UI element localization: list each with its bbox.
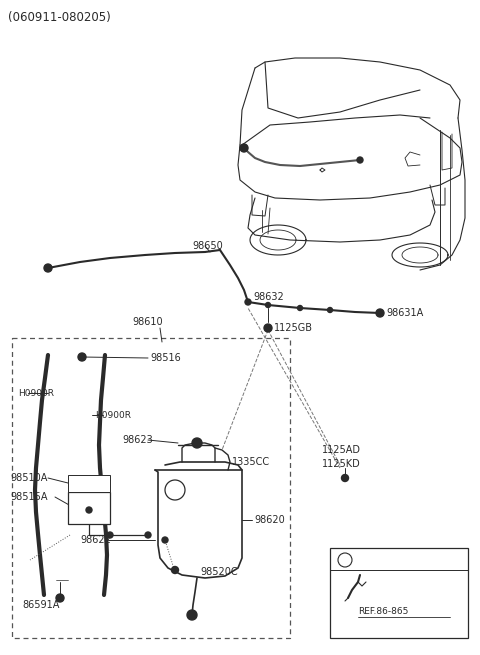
Text: 1125GB: 1125GB [274, 323, 313, 333]
Text: 98631A: 98631A [386, 308, 423, 318]
Bar [68, 475, 110, 492]
Text: 98520C: 98520C [200, 567, 238, 577]
Circle shape [171, 567, 179, 574]
Circle shape [145, 532, 151, 538]
Text: 98610: 98610 [132, 317, 163, 327]
Circle shape [264, 324, 272, 332]
Text: 98620: 98620 [254, 515, 285, 525]
Text: H0900R: H0900R [95, 411, 131, 419]
Circle shape [245, 299, 251, 305]
Circle shape [240, 144, 248, 152]
Circle shape [327, 307, 333, 312]
Text: a: a [342, 555, 348, 565]
Bar [330, 548, 468, 638]
Circle shape [357, 157, 363, 163]
Text: 1335CC: 1335CC [232, 457, 270, 467]
Circle shape [165, 480, 185, 500]
Circle shape [187, 610, 197, 620]
Text: 1125KD: 1125KD [322, 459, 361, 469]
Text: 98515A: 98515A [10, 492, 48, 502]
Text: 98516: 98516 [150, 353, 181, 363]
Text: 98632: 98632 [253, 292, 284, 302]
Bar [12, 338, 290, 638]
Circle shape [192, 438, 202, 448]
Text: 98622: 98622 [80, 535, 111, 545]
Text: (060911-080205): (060911-080205) [8, 12, 111, 24]
Circle shape [341, 474, 348, 481]
Circle shape [338, 553, 352, 567]
Circle shape [78, 353, 86, 361]
Text: H0900R: H0900R [18, 388, 54, 398]
Text: 1125AD: 1125AD [322, 445, 361, 455]
Text: 86591A: 86591A [22, 600, 60, 610]
Bar [68, 492, 110, 524]
Circle shape [162, 537, 168, 543]
Circle shape [298, 305, 302, 310]
Text: 98623: 98623 [122, 435, 153, 445]
Text: 98650: 98650 [192, 241, 223, 251]
Text: 98510A: 98510A [10, 473, 48, 483]
Circle shape [265, 303, 271, 307]
Circle shape [86, 507, 92, 513]
Circle shape [107, 532, 113, 538]
Circle shape [376, 309, 384, 317]
Circle shape [44, 264, 52, 272]
Text: REF.86-865: REF.86-865 [358, 607, 408, 616]
Text: a: a [172, 485, 178, 495]
Circle shape [56, 594, 64, 602]
